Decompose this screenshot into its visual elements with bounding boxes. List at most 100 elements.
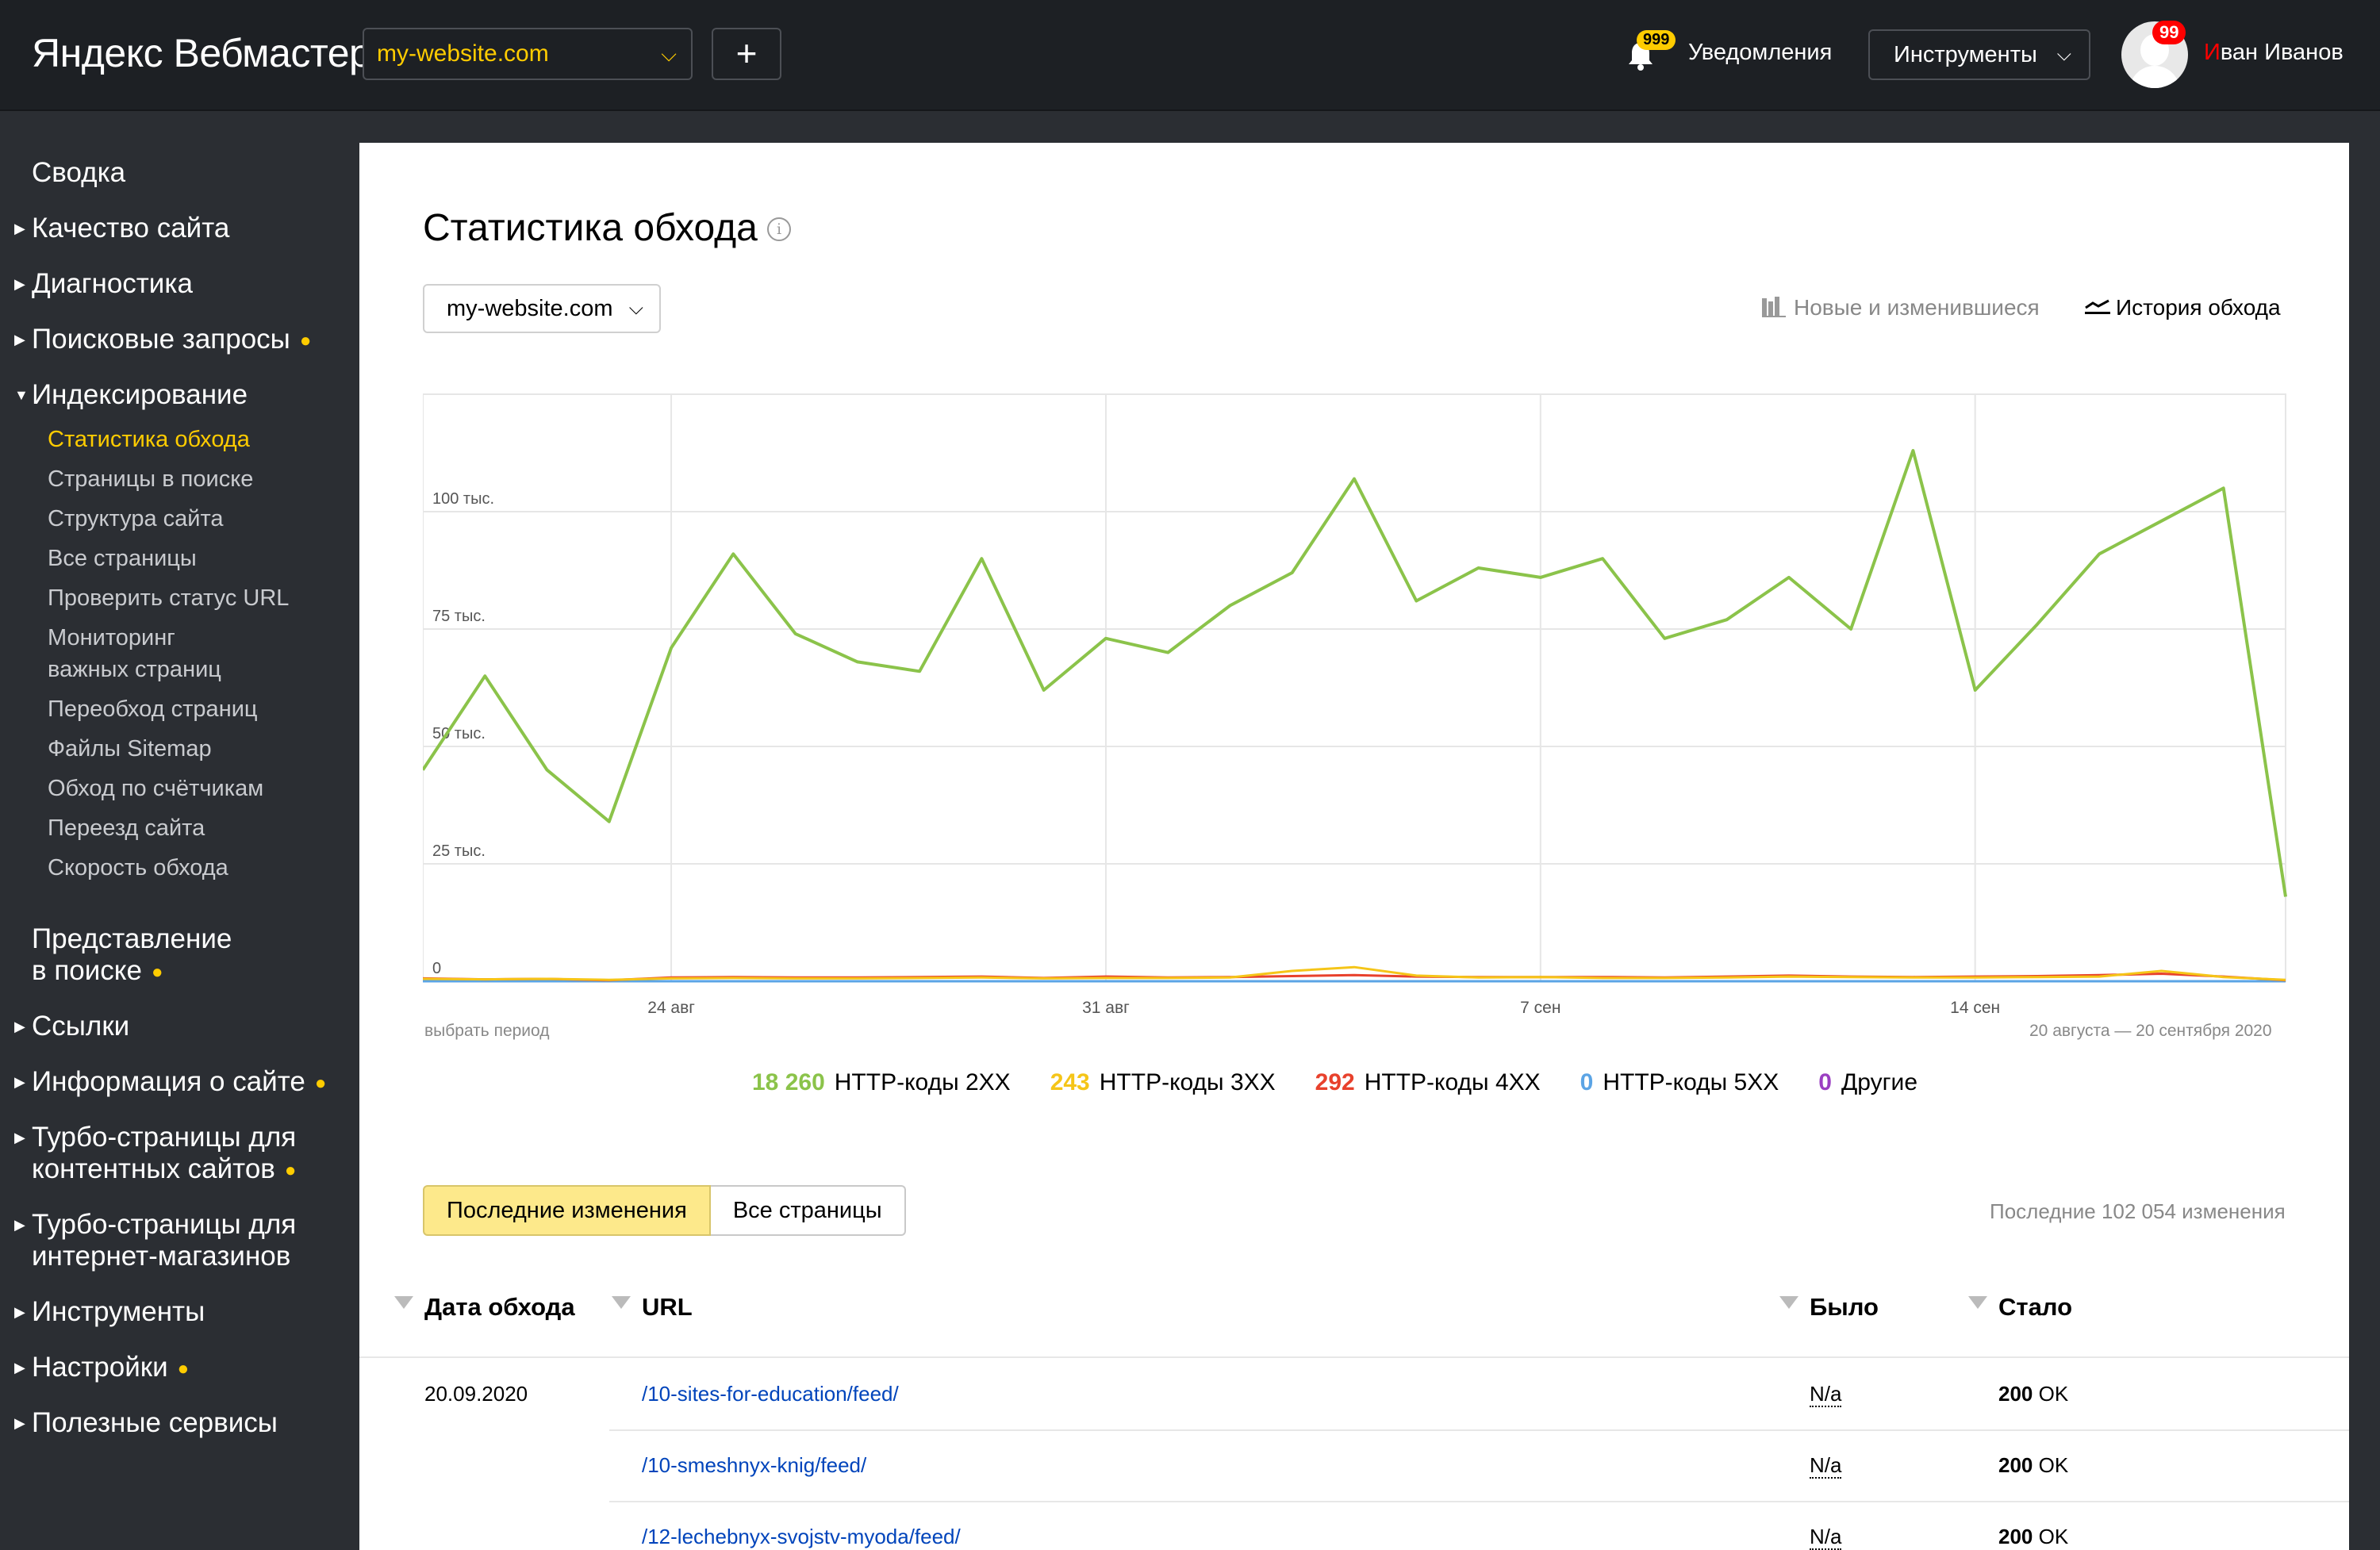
- column-header-was[interactable]: Было: [1779, 1293, 1879, 1322]
- sidebar-subitem-site-structure[interactable]: Структура сайта: [48, 506, 224, 531]
- user-badge: 99: [2152, 21, 2186, 44]
- status-text: OK: [2038, 1382, 2069, 1406]
- sidebar-item-label: интернет-магазинов: [32, 1241, 291, 1272]
- sidebar-subitem-counters[interactable]: Обход по счётчикам: [48, 776, 264, 801]
- chart-legend: 18 260 HTTP-коды 2XX 243 HTTP-коды 3XX 292 HT…: [752, 1069, 1957, 1096]
- top-header: Яндекс Вебмастер my-website.com ⌵ + 999 …: [0, 0, 2380, 111]
- sidebar-subitem-crawl-stats[interactable]: Статистика обхода: [48, 427, 250, 452]
- series-line: [423, 965, 2286, 981]
- sidebar-item-label: Ссылки: [32, 1011, 130, 1042]
- tab-crawl-history[interactable]: История обхода: [2116, 295, 2281, 320]
- sidebar-item-settings[interactable]: ▶ Настройки ●: [14, 1352, 189, 1385]
- table-row-url[interactable]: /12-lechebnyx-svojstv-myoda/feed/: [642, 1525, 961, 1548]
- sidebar-subitem-sitemap[interactable]: Файлы Sitemap: [48, 736, 212, 762]
- was-value[interactable]: N/a: [1810, 1525, 1842, 1550]
- avatar-body-shape: [2129, 66, 2180, 88]
- legend-item[interactable]: 0 HTTP-коды 5XX: [1580, 1069, 1779, 1096]
- chevron-down-icon: ⌵: [661, 42, 677, 66]
- legend-label: HTTP-коды 3XX: [1099, 1069, 1276, 1095]
- column-header-label: Стало: [1998, 1293, 2073, 1321]
- sidebar-item-label: Турбо-страницы для: [32, 1122, 297, 1153]
- legend-label: HTTP-коды 4XX: [1364, 1069, 1541, 1095]
- user-name[interactable]: Иван Иванов: [2204, 40, 2344, 66]
- sidebar-subitem-move[interactable]: Переезд сайта: [48, 815, 205, 841]
- sidebar-item-label: Полезные сервисы: [32, 1407, 278, 1438]
- table-row-url[interactable]: /10-sites-for-education/feed/: [642, 1382, 899, 1406]
- filter-icon[interactable]: [1968, 1296, 1987, 1309]
- segment-all-pages[interactable]: Все страницы: [710, 1185, 906, 1236]
- sidebar-subitem-recrawl[interactable]: Переобход страниц: [48, 696, 258, 722]
- crawl-date: 20.09.2020: [424, 1382, 528, 1406]
- sidebar-subitem-monitoring[interactable]: Мониторинг важных страниц: [48, 622, 221, 685]
- row-divider: [609, 1429, 2349, 1431]
- sidebar-subitem-search-pages[interactable]: Страницы в поиске: [48, 466, 254, 492]
- was-value[interactable]: N/a: [1810, 1382, 1842, 1407]
- caret-right-icon: ▶: [14, 1130, 25, 1145]
- was-value[interactable]: N/a: [1810, 1453, 1842, 1479]
- legend-item[interactable]: 292 HTTP-коды 4XX: [1315, 1069, 1541, 1096]
- y-tick-label: 25 тыс.: [432, 842, 486, 860]
- tab-new-changed[interactable]: Новые и изменившиеся: [1794, 295, 2040, 320]
- notifications-link[interactable]: Уведомления: [1688, 40, 1833, 65]
- legend-item[interactable]: 243 HTTP-коды 3XX: [1050, 1069, 1276, 1096]
- sidebar-item-label: Качество сайта: [32, 213, 230, 244]
- table-row-url[interactable]: /10-smeshnyx-knig/feed/: [642, 1453, 867, 1477]
- legend-item[interactable]: 18 260 HTTP-коды 2XX: [752, 1069, 1011, 1096]
- legend-label: Другие: [1841, 1069, 1918, 1095]
- segment-recent-changes[interactable]: Последние изменения: [423, 1185, 711, 1236]
- filter-icon[interactable]: [612, 1296, 631, 1309]
- column-header-label: Было: [1810, 1293, 1879, 1321]
- y-tick-label: 50 тыс.: [432, 725, 486, 742]
- info-icon[interactable]: i: [767, 217, 791, 241]
- logo[interactable]: Яндекс Вебмастер: [32, 30, 371, 76]
- new-dot-icon: ●: [299, 329, 312, 351]
- legend-label: HTTP-коды 5XX: [1603, 1069, 1779, 1095]
- sidebar-subitem-all-pages[interactable]: Все страницы: [48, 546, 197, 571]
- host-selector[interactable]: my-website.com ⌵: [423, 284, 661, 333]
- sidebar-item-queries[interactable]: ▶ Поисковые запросы ●: [14, 324, 312, 357]
- sidebar-item-diagnostics[interactable]: ▶ Диагностика: [14, 268, 193, 300]
- legend-item[interactable]: 0 Другие: [1818, 1069, 1917, 1096]
- site-selector[interactable]: my-website.com ⌵: [363, 28, 693, 80]
- table-row-now: 200 OK: [1998, 1525, 2068, 1549]
- sidebar-item-quality[interactable]: ▶ Качество сайта: [14, 213, 230, 244]
- column-header-now[interactable]: Стало: [1968, 1293, 2073, 1322]
- column-header-label: Дата обхода: [424, 1293, 575, 1321]
- legend-value: 243: [1050, 1069, 1090, 1095]
- sidebar-item-tools[interactable]: ▶ Инструменты: [14, 1296, 205, 1328]
- legend-label: HTTP-коды 2XX: [834, 1069, 1011, 1095]
- new-dot-icon: ●: [314, 1072, 327, 1094]
- select-period-link[interactable]: выбрать период: [424, 1022, 550, 1040]
- sidebar-item-indexing[interactable]: ▼ Индексирование: [14, 379, 248, 411]
- sidebar-item-label: Настройки: [32, 1352, 168, 1383]
- sidebar-subitem-label: важных страниц: [48, 657, 221, 682]
- page-title: Статистика обхода: [423, 207, 758, 249]
- caret-down-icon: ▼: [14, 387, 29, 403]
- filter-icon[interactable]: [1779, 1296, 1798, 1309]
- series-line: [423, 449, 2287, 897]
- sidebar-item-summary[interactable]: Сводка: [32, 157, 125, 189]
- new-dot-icon: ●: [284, 1159, 297, 1181]
- sidebar-subitem-crawl-speed[interactable]: Скорость обхода: [48, 855, 228, 881]
- sidebar-subitem-check-url[interactable]: Проверить статус URL: [48, 585, 290, 611]
- sidebar-item-links[interactable]: ▶ Ссылки: [14, 1011, 130, 1042]
- add-site-button[interactable]: +: [712, 28, 781, 80]
- sidebar-item-label: Диагностика: [32, 268, 193, 299]
- column-header-url[interactable]: URL: [612, 1293, 693, 1322]
- filter-icon[interactable]: [394, 1296, 413, 1309]
- sidebar-item-turbo-content[interactable]: ▶ Турбо-страницы для контентных сайтов ●: [14, 1122, 297, 1187]
- sidebar-item-site-info[interactable]: ▶ Информация о сайте ●: [14, 1066, 327, 1099]
- status-text: OK: [2038, 1525, 2069, 1548]
- table-header-divider: [359, 1356, 2349, 1358]
- sidebar-item-turbo-shop[interactable]: ▶ Турбо-страницы для интернет-магазинов: [14, 1209, 296, 1272]
- sidebar-item-services[interactable]: ▶ Полезные сервисы: [14, 1407, 278, 1439]
- sidebar-item-label: Инструменты: [32, 1296, 205, 1327]
- caret-right-icon: ▶: [14, 332, 25, 347]
- column-header-date[interactable]: Дата обхода: [394, 1293, 575, 1322]
- legend-value: 18 260: [752, 1069, 825, 1095]
- tools-dropdown[interactable]: Инструменты ⌵: [1868, 29, 2090, 80]
- sidebar-item-presentation[interactable]: Представление в поиске ●: [32, 923, 232, 988]
- x-tick-label: 7 сен: [1520, 999, 1560, 1017]
- column-header-label: URL: [642, 1293, 693, 1321]
- crawl-chart[interactable]: 0 25 тыс. 50 тыс. 75 тыс. 100 тыс. 24 авг 31 а…: [423, 393, 2287, 1019]
